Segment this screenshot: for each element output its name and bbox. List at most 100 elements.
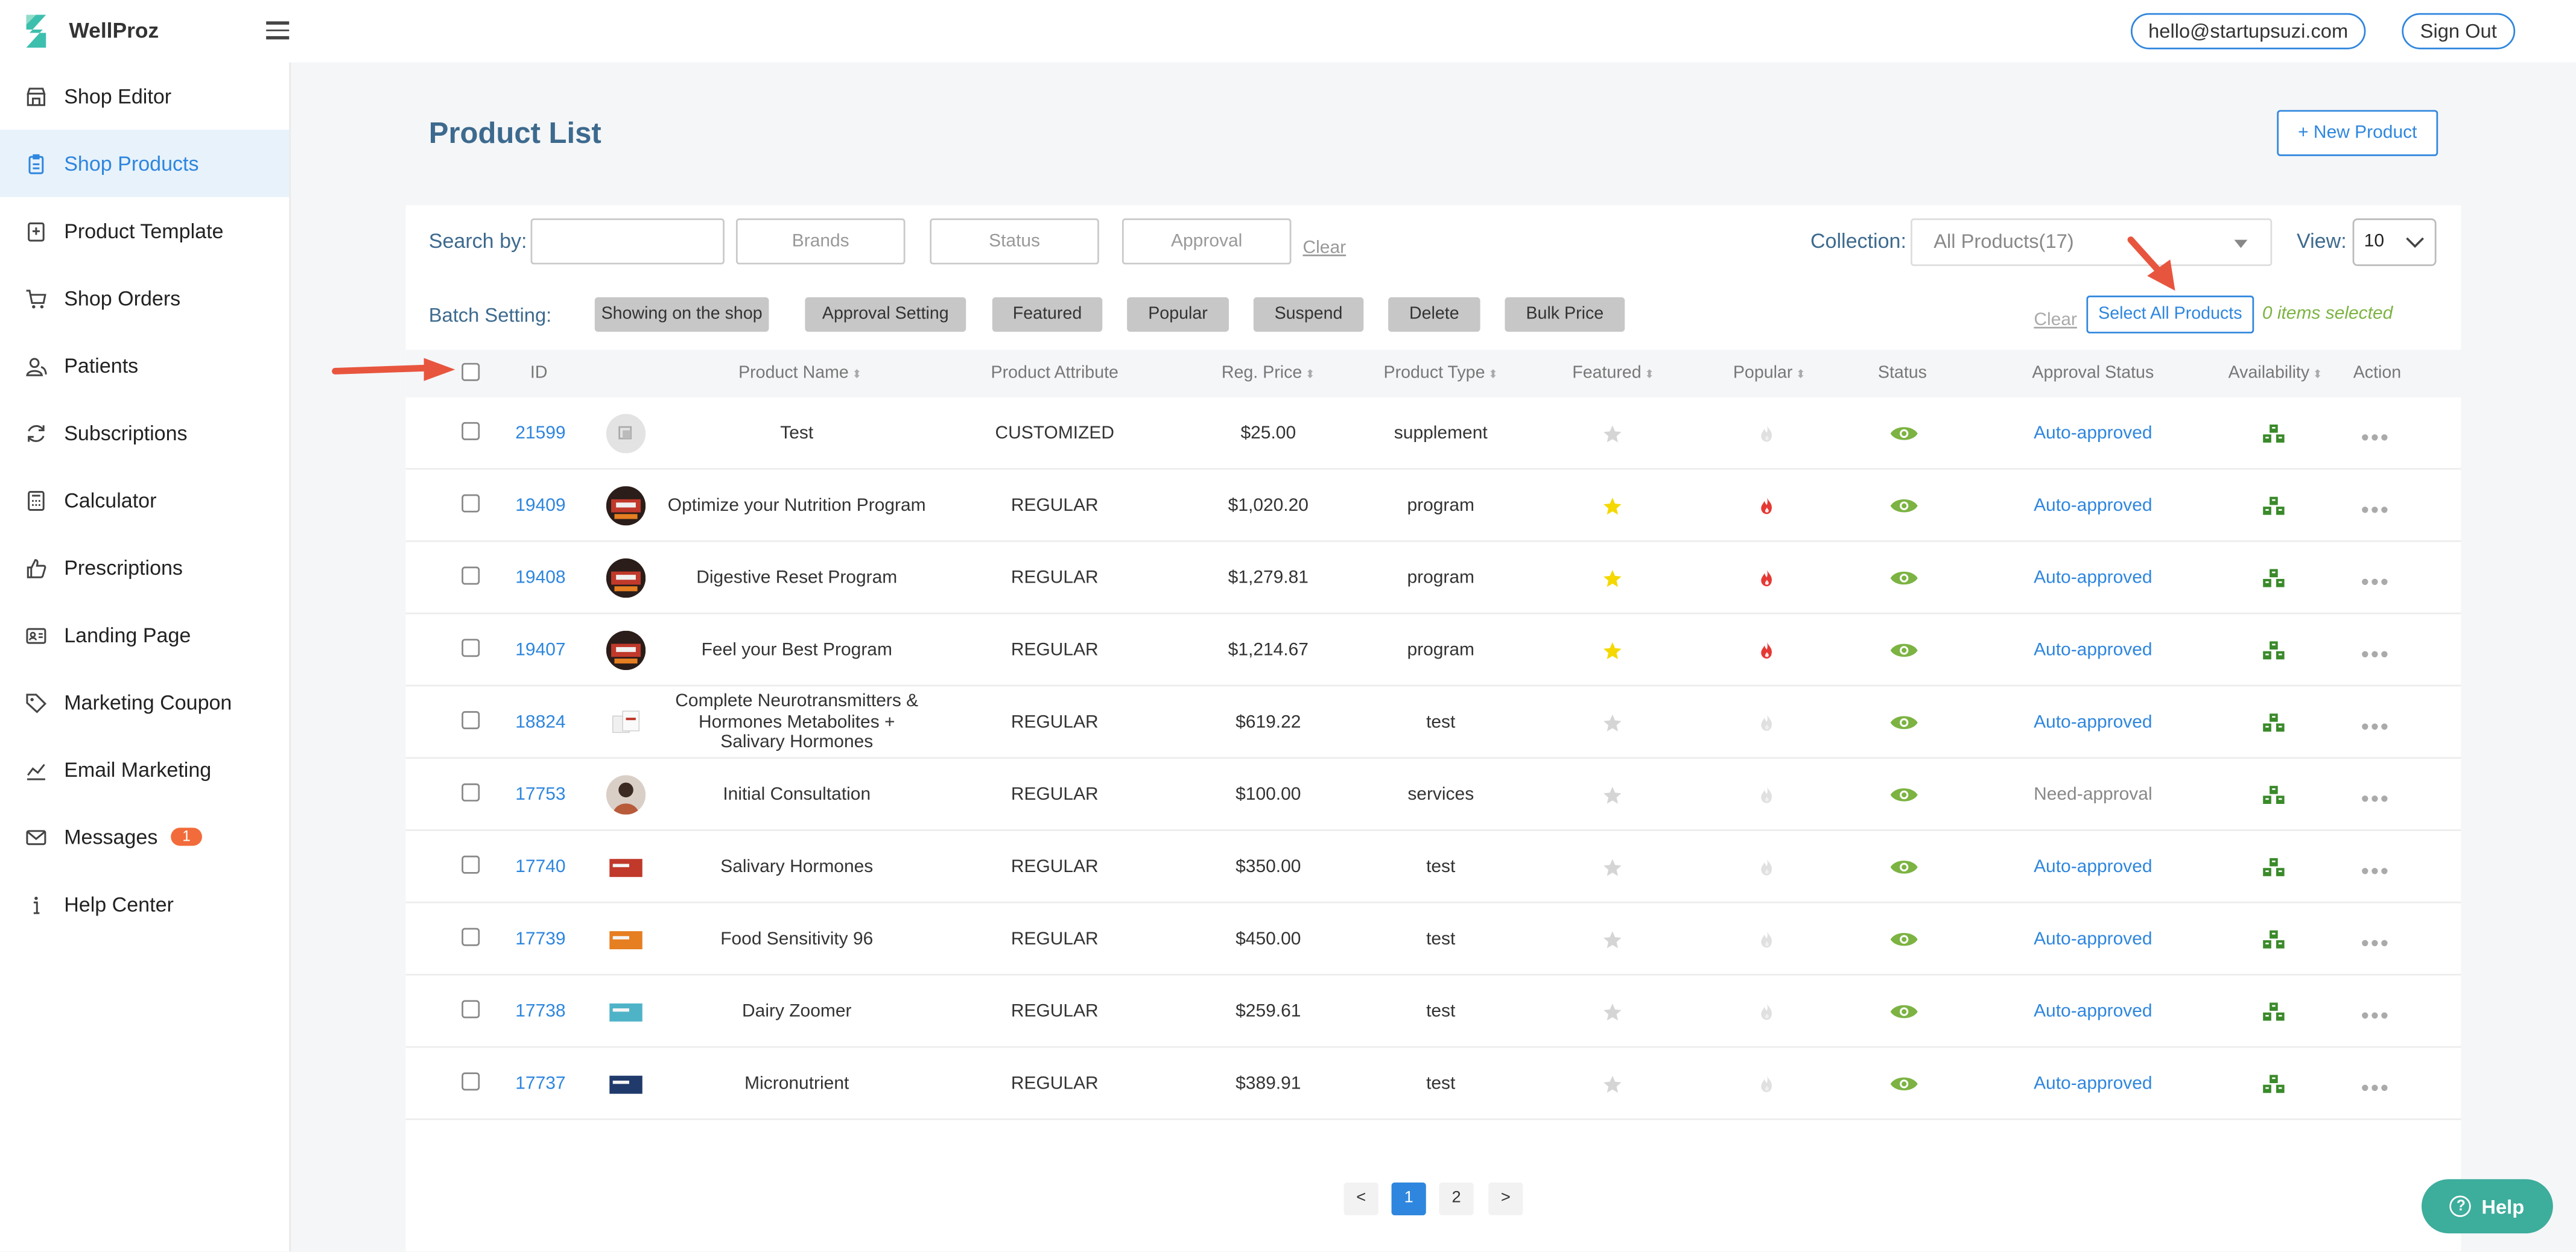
fire-icon[interactable]	[1750, 903, 1782, 976]
more-actions-icon[interactable]: •••	[2361, 496, 2390, 522]
product-id-link[interactable]: 19407	[515, 640, 566, 660]
more-actions-icon[interactable]: •••	[2361, 929, 2390, 956]
account-email-button[interactable]: hello@startupsuzi.com	[2130, 13, 2366, 49]
more-actions-icon[interactable]: •••	[2361, 785, 2390, 812]
star-icon[interactable]	[1595, 614, 1628, 686]
header-featured[interactable]: Featured ⬍	[1572, 362, 1655, 383]
search-input[interactable]	[530, 218, 725, 265]
row-checkbox[interactable]	[462, 928, 480, 946]
row-checkbox[interactable]	[462, 566, 480, 585]
fire-icon[interactable]	[1750, 397, 1782, 470]
row-checkbox[interactable]	[462, 1072, 480, 1091]
table-row[interactable]: 19408 Digestive Reset Program REGULAR $1,27…	[405, 542, 2461, 615]
pagination-prev[interactable]: <	[1344, 1182, 1378, 1216]
approval-status[interactable]: Auto-approved	[2034, 1002, 2152, 1022]
sidebar-item-shop-orders[interactable]: Shop Orders	[0, 264, 289, 332]
row-checkbox[interactable]	[462, 783, 480, 801]
boxes-availability-icon[interactable]	[2257, 831, 2290, 903]
help-button[interactable]: ? Help	[2421, 1179, 2553, 1234]
row-checkbox[interactable]	[462, 711, 480, 730]
product-id-link[interactable]: 18824	[515, 712, 566, 733]
sidebar-item-product-template[interactable]: Product Template	[0, 197, 289, 265]
star-icon[interactable]	[1595, 903, 1628, 976]
star-icon[interactable]	[1595, 831, 1628, 903]
table-row[interactable]: 19407 Feel your Best Program REGULAR $1,214…	[405, 614, 2461, 687]
boxes-availability-icon[interactable]	[2257, 759, 2290, 831]
star-icon[interactable]	[1595, 686, 1628, 759]
clear-filters-link[interactable]: Clear	[1302, 238, 1347, 258]
product-id-link[interactable]: 17753	[515, 785, 566, 805]
approval-status[interactable]: Auto-approved	[2034, 640, 2152, 660]
product-id-link[interactable]: 17738	[515, 1002, 566, 1022]
sidebar-item-shop-editor[interactable]: Shop Editor	[0, 62, 289, 130]
sidebar-item-landing-page[interactable]: Landing Page	[0, 601, 289, 669]
boxes-availability-icon[interactable]	[2257, 976, 2290, 1048]
fire-icon[interactable]	[1750, 759, 1782, 831]
eye-icon[interactable]	[1885, 686, 1924, 759]
boxes-availability-icon[interactable]	[2257, 614, 2290, 686]
row-checkbox[interactable]	[462, 422, 480, 440]
batch-featured-button[interactable]: Featured	[992, 297, 1103, 332]
star-icon[interactable]	[1595, 397, 1628, 470]
fire-icon[interactable]	[1750, 976, 1782, 1048]
batch-bulk-price-button[interactable]: Bulk Price	[1505, 297, 1625, 332]
batch-clear-link[interactable]: Clear	[2034, 310, 2077, 330]
view-select[interactable]: 10	[2352, 218, 2437, 267]
header-popular[interactable]: Popular ⬍	[1733, 362, 1806, 383]
approval-status[interactable]: Auto-approved	[2034, 712, 2152, 733]
row-checkbox[interactable]	[462, 855, 480, 874]
batch-suspend-button[interactable]: Suspend	[1253, 297, 1364, 332]
star-icon[interactable]	[1595, 976, 1628, 1048]
boxes-availability-icon[interactable]	[2257, 470, 2290, 542]
boxes-availability-icon[interactable]	[2257, 1048, 2290, 1120]
pagination-page-1[interactable]: 1	[1391, 1182, 1426, 1216]
approval-status[interactable]: Auto-approved	[2034, 929, 2152, 950]
eye-icon[interactable]	[1885, 397, 1924, 470]
boxes-availability-icon[interactable]	[2257, 903, 2290, 976]
product-id-link[interactable]: 17740	[515, 857, 566, 877]
new-product-button[interactable]: + New Product	[2277, 110, 2438, 156]
sidebar-item-marketing-coupon[interactable]: Marketing Coupon	[0, 668, 289, 736]
boxes-availability-icon[interactable]	[2257, 542, 2290, 615]
approval-status[interactable]: Auto-approved	[2034, 1073, 2152, 1094]
sidebar-item-calculator[interactable]: Calculator	[0, 466, 289, 534]
header-availability[interactable]: Availability ⬍	[2228, 362, 2323, 383]
eye-icon[interactable]	[1885, 1048, 1924, 1120]
eye-icon[interactable]	[1885, 759, 1924, 831]
sidebar-item-email-marketing[interactable]: Email Marketing	[0, 736, 289, 803]
table-row[interactable]: 17740 Salivary Hormones REGULAR $350.00 test…	[405, 830, 2461, 903]
table-row[interactable]: 17739 Food Sensitivity 96 REGULAR $450.00 te…	[405, 903, 2461, 976]
table-row[interactable]: 18824 Complete Neurotransmitters & Hormon…	[405, 686, 2461, 759]
approval-status[interactable]: Auto-approved	[2034, 568, 2152, 588]
sidebar-item-messages[interactable]: Messages 1	[0, 803, 289, 871]
more-actions-icon[interactable]: •••	[2361, 640, 2390, 667]
product-id-link[interactable]: 17737	[515, 1073, 566, 1094]
select-all-products-button[interactable]: Select All Products	[2086, 296, 2254, 334]
hamburger-menu-icon[interactable]	[266, 21, 290, 39]
fire-icon[interactable]	[1750, 614, 1782, 686]
eye-icon[interactable]	[1885, 976, 1924, 1048]
table-row[interactable]: 17738 Dairy Zoomer REGULAR $259.61 test Auto-…	[405, 975, 2461, 1048]
more-actions-icon[interactable]: •••	[2361, 423, 2390, 451]
fire-icon[interactable]	[1750, 470, 1782, 542]
star-icon[interactable]	[1595, 542, 1628, 615]
star-icon[interactable]	[1595, 1048, 1628, 1120]
batch-popular-button[interactable]: Popular	[1127, 297, 1229, 332]
eye-icon[interactable]	[1885, 831, 1924, 903]
table-row[interactable]: 17753 Initial Consultation REGULAR $100.00 s…	[405, 759, 2461, 831]
more-actions-icon[interactable]: •••	[2361, 1002, 2390, 1028]
pagination-next[interactable]: >	[1488, 1182, 1523, 1216]
header-product-type[interactable]: Product Type ⬍	[1383, 362, 1498, 383]
more-actions-icon[interactable]: •••	[2361, 712, 2390, 739]
batch-delete-button[interactable]: Delete	[1388, 297, 1480, 332]
fire-icon[interactable]	[1750, 686, 1782, 759]
header-product-name[interactable]: Product Name ⬍	[738, 362, 862, 383]
eye-icon[interactable]	[1885, 542, 1924, 615]
row-checkbox[interactable]	[462, 1000, 480, 1019]
product-id-link[interactable]: 19408	[515, 568, 566, 588]
boxes-availability-icon[interactable]	[2257, 397, 2290, 470]
row-checkbox[interactable]	[462, 494, 480, 513]
fire-icon[interactable]	[1750, 1048, 1782, 1120]
approval-status[interactable]: Auto-approved	[2034, 496, 2152, 516]
more-actions-icon[interactable]: •••	[2361, 568, 2390, 595]
